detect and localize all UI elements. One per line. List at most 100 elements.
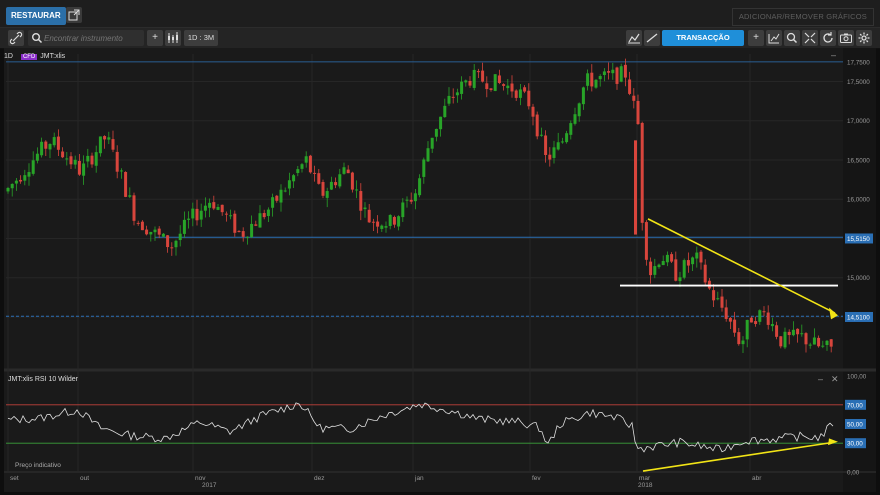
candle-body bbox=[447, 95, 451, 104]
candle-body bbox=[560, 141, 564, 143]
candle-body bbox=[145, 229, 149, 235]
candle-body bbox=[376, 221, 380, 227]
candle-body bbox=[539, 134, 543, 136]
candle-body bbox=[607, 71, 611, 73]
candle-body bbox=[161, 233, 165, 237]
candle-body bbox=[422, 159, 426, 177]
candle-body bbox=[791, 329, 795, 336]
zoom-in-icon[interactable] bbox=[784, 30, 800, 46]
expand-icon[interactable] bbox=[802, 30, 818, 46]
candle-body bbox=[762, 311, 766, 313]
candle-body bbox=[157, 228, 161, 235]
draw-line-icon[interactable] bbox=[644, 30, 660, 46]
link-icon[interactable] bbox=[8, 30, 24, 46]
candle-body bbox=[812, 337, 816, 345]
candle-body bbox=[443, 105, 447, 118]
candle-body bbox=[409, 199, 413, 202]
candle-body bbox=[334, 182, 338, 186]
gap-down-candle bbox=[634, 140, 637, 235]
candle-body bbox=[741, 340, 745, 345]
candle-body bbox=[56, 136, 60, 150]
candle-body bbox=[724, 307, 728, 319]
camera-icon[interactable] bbox=[838, 30, 854, 46]
candle-body bbox=[745, 319, 749, 340]
candle-body bbox=[464, 80, 468, 83]
x-tick-label: out bbox=[80, 475, 89, 482]
popout-icon[interactable] bbox=[66, 7, 82, 23]
candle-body bbox=[623, 64, 627, 78]
candle-body bbox=[191, 208, 195, 219]
candle-body bbox=[250, 223, 254, 238]
candle-body bbox=[434, 128, 438, 137]
refresh-icon[interactable] bbox=[820, 30, 836, 46]
candle-body bbox=[418, 178, 422, 196]
search-input[interactable] bbox=[44, 30, 142, 46]
candle-body bbox=[140, 221, 144, 231]
candle-body bbox=[430, 137, 434, 149]
candle-body bbox=[182, 219, 186, 234]
x-tick-label: dez bbox=[314, 475, 324, 482]
candle-body bbox=[733, 319, 737, 333]
candlestick-type-icon[interactable] bbox=[165, 30, 181, 46]
top-bar: RESTAURAR ADICIONAR/REMOVER GRÁFICOS bbox=[0, 0, 880, 28]
add-remove-charts-button[interactable]: ADICIONAR/REMOVER GRÁFICOS bbox=[731, 8, 874, 26]
settings-gear-icon[interactable] bbox=[856, 30, 872, 46]
candle-body bbox=[367, 209, 371, 223]
candle-body bbox=[502, 84, 506, 86]
candle-body bbox=[523, 87, 527, 92]
trade-button[interactable]: TRANSACÇÃO bbox=[662, 30, 744, 46]
candle-body bbox=[317, 173, 321, 184]
zoom-select-icon[interactable] bbox=[766, 30, 782, 46]
year-label: 2018 bbox=[638, 482, 653, 489]
candle-body bbox=[94, 152, 98, 166]
candle-body bbox=[804, 333, 808, 345]
candle-body bbox=[342, 167, 346, 174]
candle-body bbox=[233, 213, 237, 233]
rsi-close-icon[interactable]: ✕ bbox=[831, 374, 839, 384]
candle-body bbox=[460, 81, 464, 94]
candle-body bbox=[632, 95, 636, 101]
candle-body bbox=[602, 71, 606, 76]
candle-body bbox=[699, 251, 703, 263]
candle-body bbox=[199, 210, 203, 220]
instrument-label: JMT:xlis bbox=[40, 53, 66, 60]
candle-body bbox=[720, 296, 724, 308]
candle-body bbox=[279, 189, 283, 203]
candle-body bbox=[707, 280, 711, 289]
candle-body bbox=[237, 230, 241, 232]
restore-button[interactable]: RESTAURAR bbox=[6, 7, 66, 25]
candle-body bbox=[77, 160, 81, 175]
add-instrument-icon[interactable]: + bbox=[147, 30, 163, 46]
candle-body bbox=[766, 312, 770, 325]
instrument-search[interactable] bbox=[28, 30, 144, 46]
candle-body bbox=[703, 264, 707, 283]
candle-body bbox=[737, 332, 741, 345]
candle-body bbox=[27, 172, 31, 177]
rsi-tag bbox=[845, 419, 866, 429]
candle-body bbox=[35, 153, 39, 161]
price-tick-label: 16,5000 bbox=[847, 157, 870, 164]
candle-body bbox=[98, 136, 102, 154]
candle-body bbox=[82, 163, 86, 176]
interval-selector[interactable]: 1D : 3M bbox=[184, 30, 218, 46]
price-tick-label: 15,5150 bbox=[847, 236, 870, 243]
candle-body bbox=[489, 88, 493, 90]
candle-body bbox=[187, 218, 191, 220]
candle-body bbox=[825, 340, 829, 346]
candle-body bbox=[611, 69, 615, 74]
candle-body bbox=[10, 183, 14, 189]
trend-arrowhead bbox=[829, 307, 838, 320]
candle-body bbox=[493, 74, 497, 91]
minimize-panel-icon[interactable]: – bbox=[831, 50, 837, 60]
rsi-tick-label: 50,00 bbox=[847, 422, 863, 429]
price-trend-line bbox=[647, 218, 836, 314]
rsi-minimize-icon[interactable]: – bbox=[818, 374, 824, 384]
candle-body bbox=[329, 181, 333, 190]
area-chart-icon[interactable] bbox=[626, 30, 642, 46]
crosshair-icon[interactable]: + bbox=[748, 30, 764, 46]
candle-body bbox=[451, 96, 455, 98]
candle-body bbox=[321, 182, 325, 196]
candle-body bbox=[682, 260, 686, 278]
candle-body bbox=[153, 229, 157, 233]
